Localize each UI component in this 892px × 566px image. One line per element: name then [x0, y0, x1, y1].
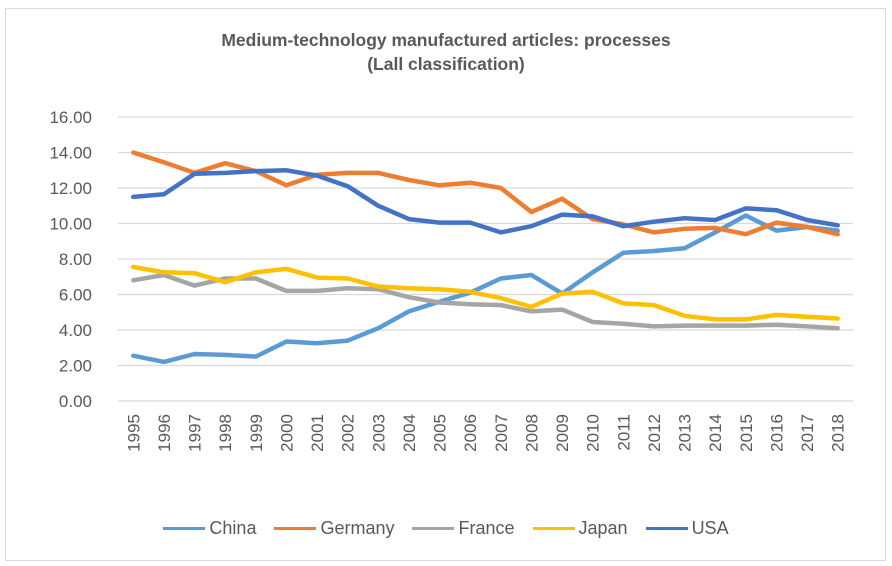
x-tick-label: 1995	[124, 414, 143, 452]
x-tick-label: 2003	[369, 414, 388, 452]
y-tick-label: 16.00	[49, 108, 92, 127]
legend-item-japan: Japan	[532, 518, 628, 539]
y-tick-label: 2.00	[59, 357, 92, 376]
y-tick-label: 10.00	[49, 215, 92, 234]
x-tick-label: 2015	[737, 414, 756, 452]
y-tick-label: 14.00	[49, 144, 92, 163]
x-tick-label: 2005	[431, 414, 450, 452]
y-tick-label: 12.00	[49, 179, 92, 198]
y-tick-label: 0.00	[59, 392, 92, 411]
x-tick-label: 2012	[645, 414, 664, 452]
x-axis-ticks: 1995 1996 1997 1998 1999 2000 2001 2002 2003 2004…	[124, 414, 847, 452]
x-tick-label: 1997	[186, 414, 205, 452]
legend-swatch	[163, 527, 206, 530]
x-tick-label: 1999	[247, 414, 266, 452]
legend-swatch	[274, 527, 317, 530]
legend-item-germany: Germany	[274, 518, 394, 539]
y-tick-label: 8.00	[59, 250, 92, 269]
x-tick-label: 1996	[155, 414, 174, 452]
legend-label: Germany	[320, 518, 395, 538]
x-tick-label: 2006	[461, 414, 480, 452]
x-tick-label: 2016	[767, 414, 786, 452]
y-tick-label: 4.00	[59, 321, 92, 340]
x-tick-label: 2000	[277, 414, 296, 452]
x-tick-label: 2014	[706, 414, 725, 452]
y-tick-label: 6.00	[59, 286, 92, 305]
legend-label: France	[458, 518, 515, 538]
legend-swatch	[412, 527, 455, 530]
legend-swatch	[532, 527, 575, 530]
series-line-china	[131, 213, 840, 365]
x-tick-label: 2017	[798, 414, 817, 452]
series-line-usa	[131, 168, 840, 235]
x-tick-label: 2004	[400, 414, 419, 452]
x-tick-label: 2002	[339, 414, 358, 452]
chart-frame	[5, 8, 886, 561]
chart-title: Medium-technology manufactured articles:…	[0, 28, 892, 76]
legend-swatch	[645, 527, 688, 530]
legend: China Germany France Japan USA	[0, 518, 892, 539]
x-tick-label: 2008	[522, 414, 541, 452]
chart-subtitle: (Lall classification)	[367, 54, 525, 74]
x-tick-label: 2010	[584, 414, 603, 452]
x-tick-label: 2001	[308, 414, 327, 452]
legend-item-usa: USA	[645, 518, 729, 539]
x-tick-label: 2013	[676, 414, 695, 452]
series-lines	[131, 150, 840, 365]
gridlines	[118, 116, 853, 402]
x-tick-label: 2018	[829, 414, 848, 452]
x-tick-label: 2007	[492, 414, 511, 452]
chart-title-main: Medium-technology manufactured articles:…	[221, 30, 671, 50]
legend-label: China	[209, 518, 257, 538]
legend-item-china: China	[163, 518, 256, 539]
legend-label: Japan	[578, 518, 628, 538]
series-line-france	[131, 272, 840, 331]
y-axis-ticks: 0.00 2.00 4.00 6.00 8.00 10.00 12.00 14.00 16.00	[49, 108, 92, 411]
legend-item-france: France	[412, 518, 515, 539]
x-tick-label: 2011	[614, 414, 633, 451]
x-tick-label: 2009	[553, 414, 572, 452]
series-line-japan	[131, 264, 840, 322]
x-tick-label: 1998	[216, 414, 235, 452]
legend-label: USA	[691, 518, 729, 538]
